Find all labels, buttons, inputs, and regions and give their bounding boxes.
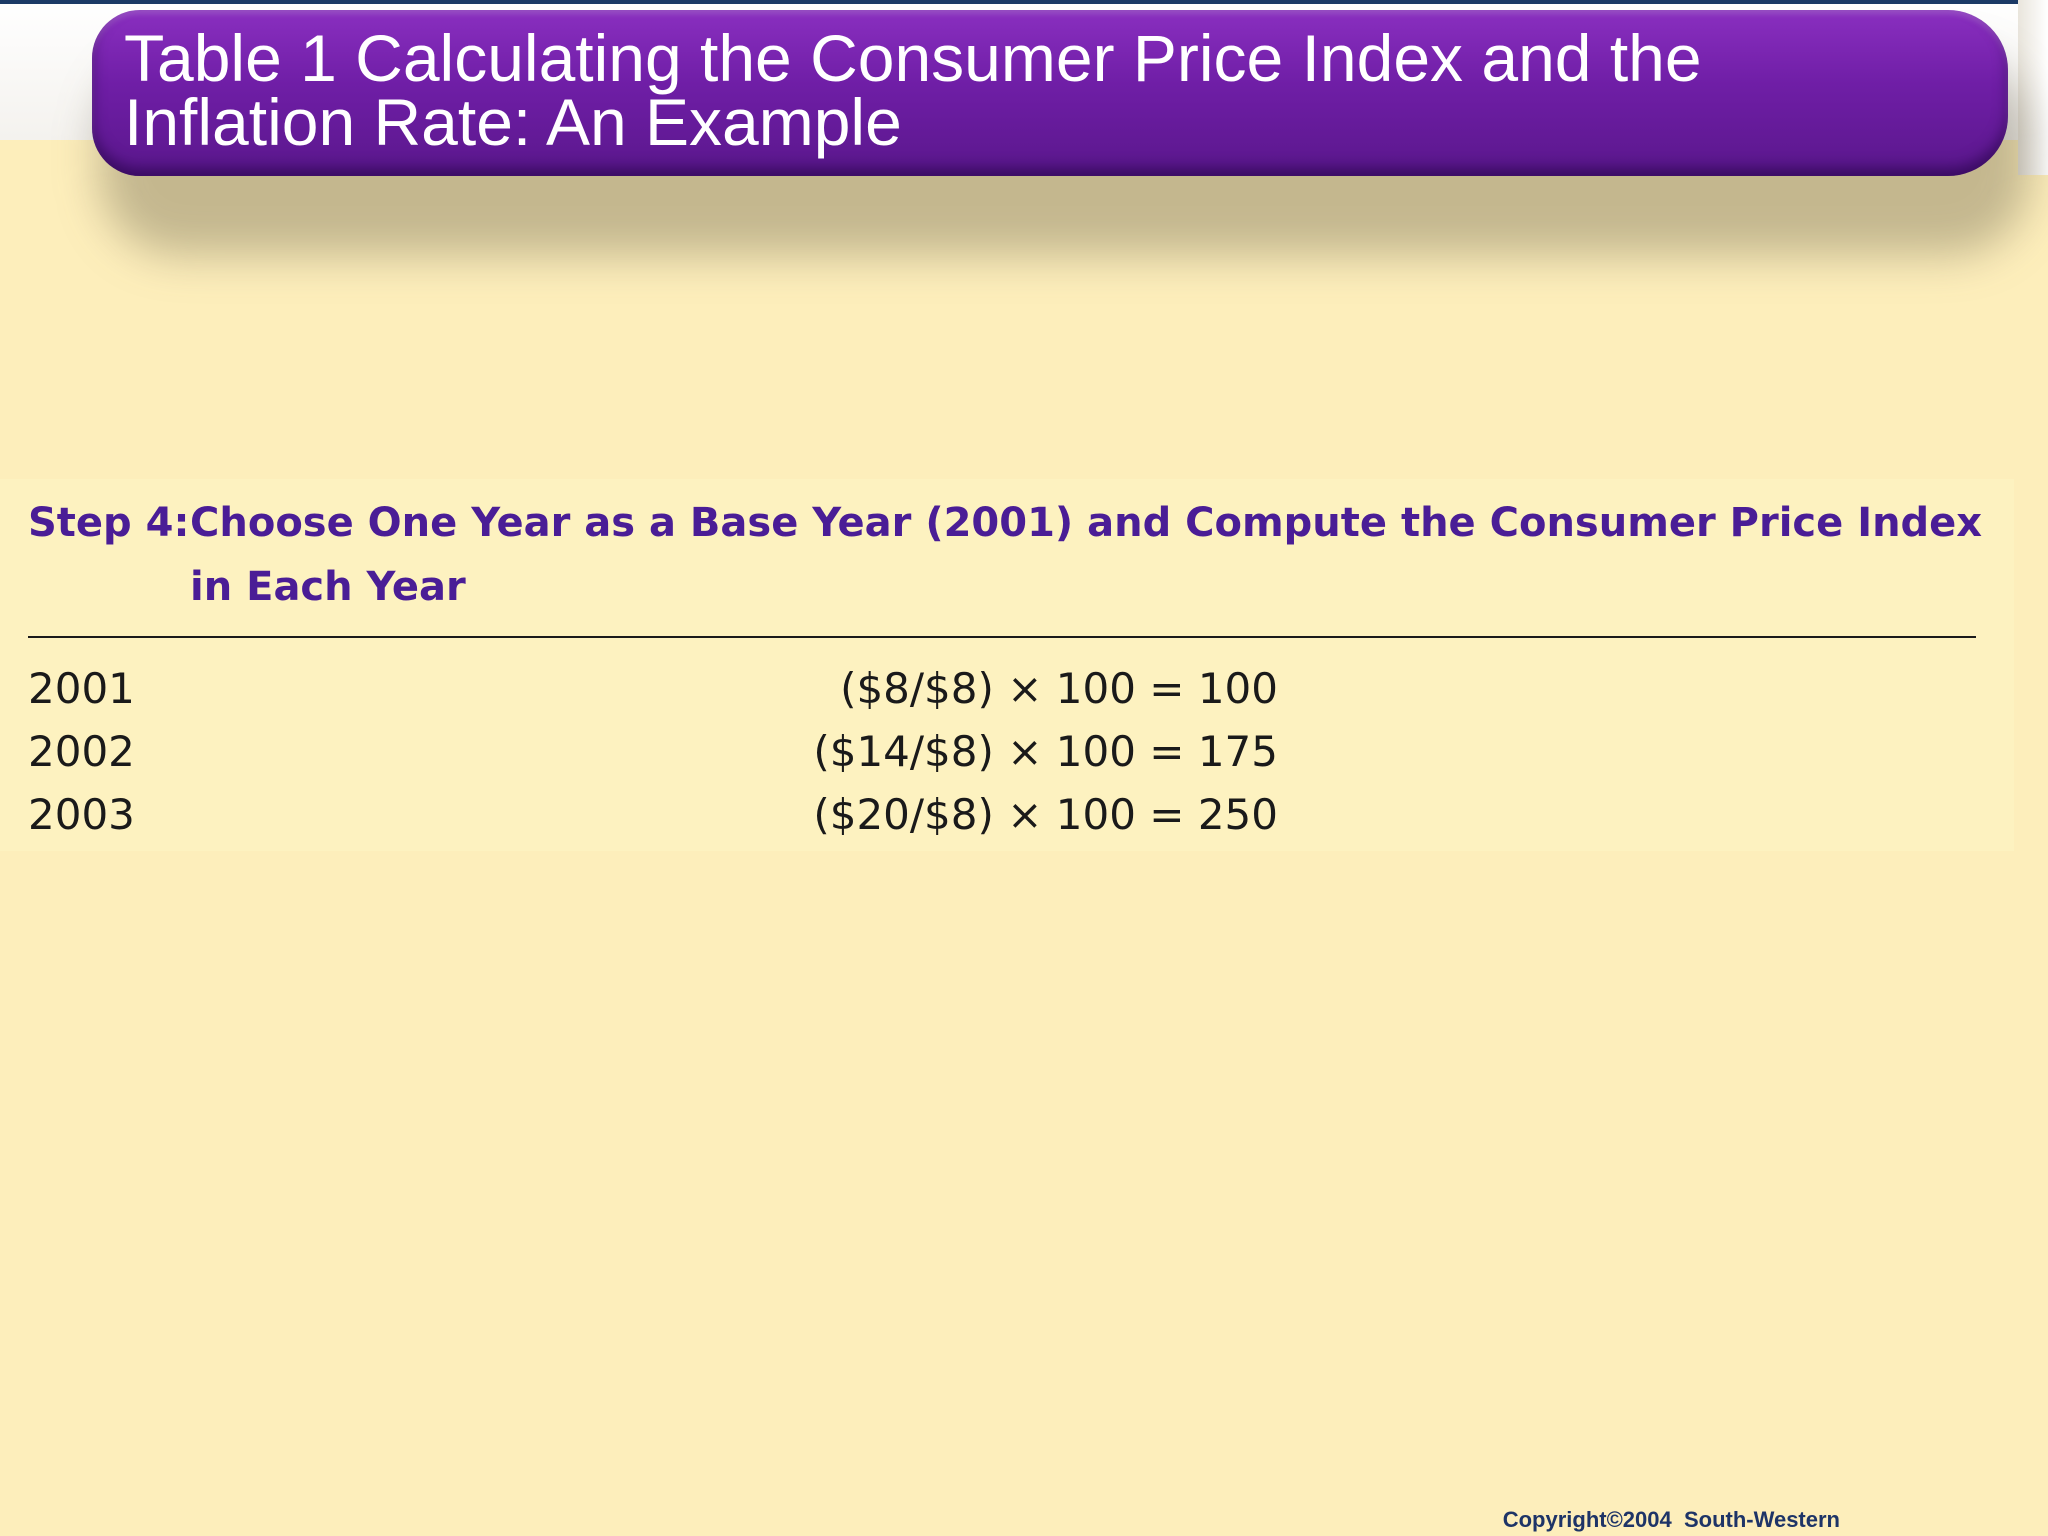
- step-title-line2: in Each Year: [190, 564, 466, 610]
- step-heading-line1: Step 4:Choose One Year as a Base Year (2…: [28, 491, 1982, 555]
- table-rule: [28, 636, 1976, 638]
- row-formula: ($20/$8) × 100 = 250: [813, 790, 1278, 839]
- table-row: 2002 ($14/$8) × 100 = 175: [28, 721, 1278, 783]
- slide-title: Table 1 Calculating the Consumer Price I…: [124, 21, 1702, 159]
- row-formula: ($14/$8) × 100 = 175: [813, 727, 1278, 776]
- table-row: 2001 ($8/$8) × 100 = 100: [28, 658, 1278, 720]
- row-formula: ($8/$8) × 100 = 100: [840, 664, 1278, 713]
- copyright-notice: Copyright©2004 South-Western: [1502, 1507, 1840, 1532]
- title-banner: Table 1 Calculating the Consumer Price I…: [92, 10, 2008, 176]
- row-year: 2003: [28, 790, 135, 839]
- step-title-line1: Choose One Year as a Base Year (2001) an…: [190, 500, 1983, 546]
- table-panel: [0, 479, 2014, 851]
- slide-right-shade: [2018, 0, 2048, 175]
- row-year: 2002: [28, 727, 135, 776]
- table-row: 2003 ($20/$8) × 100 = 250: [28, 784, 1278, 846]
- slide-top-border: [0, 0, 2048, 4]
- step-label: Step 4:: [28, 500, 190, 546]
- step-heading: Step 4:Choose One Year as a Base Year (2…: [28, 491, 1982, 619]
- row-year: 2001: [28, 664, 135, 713]
